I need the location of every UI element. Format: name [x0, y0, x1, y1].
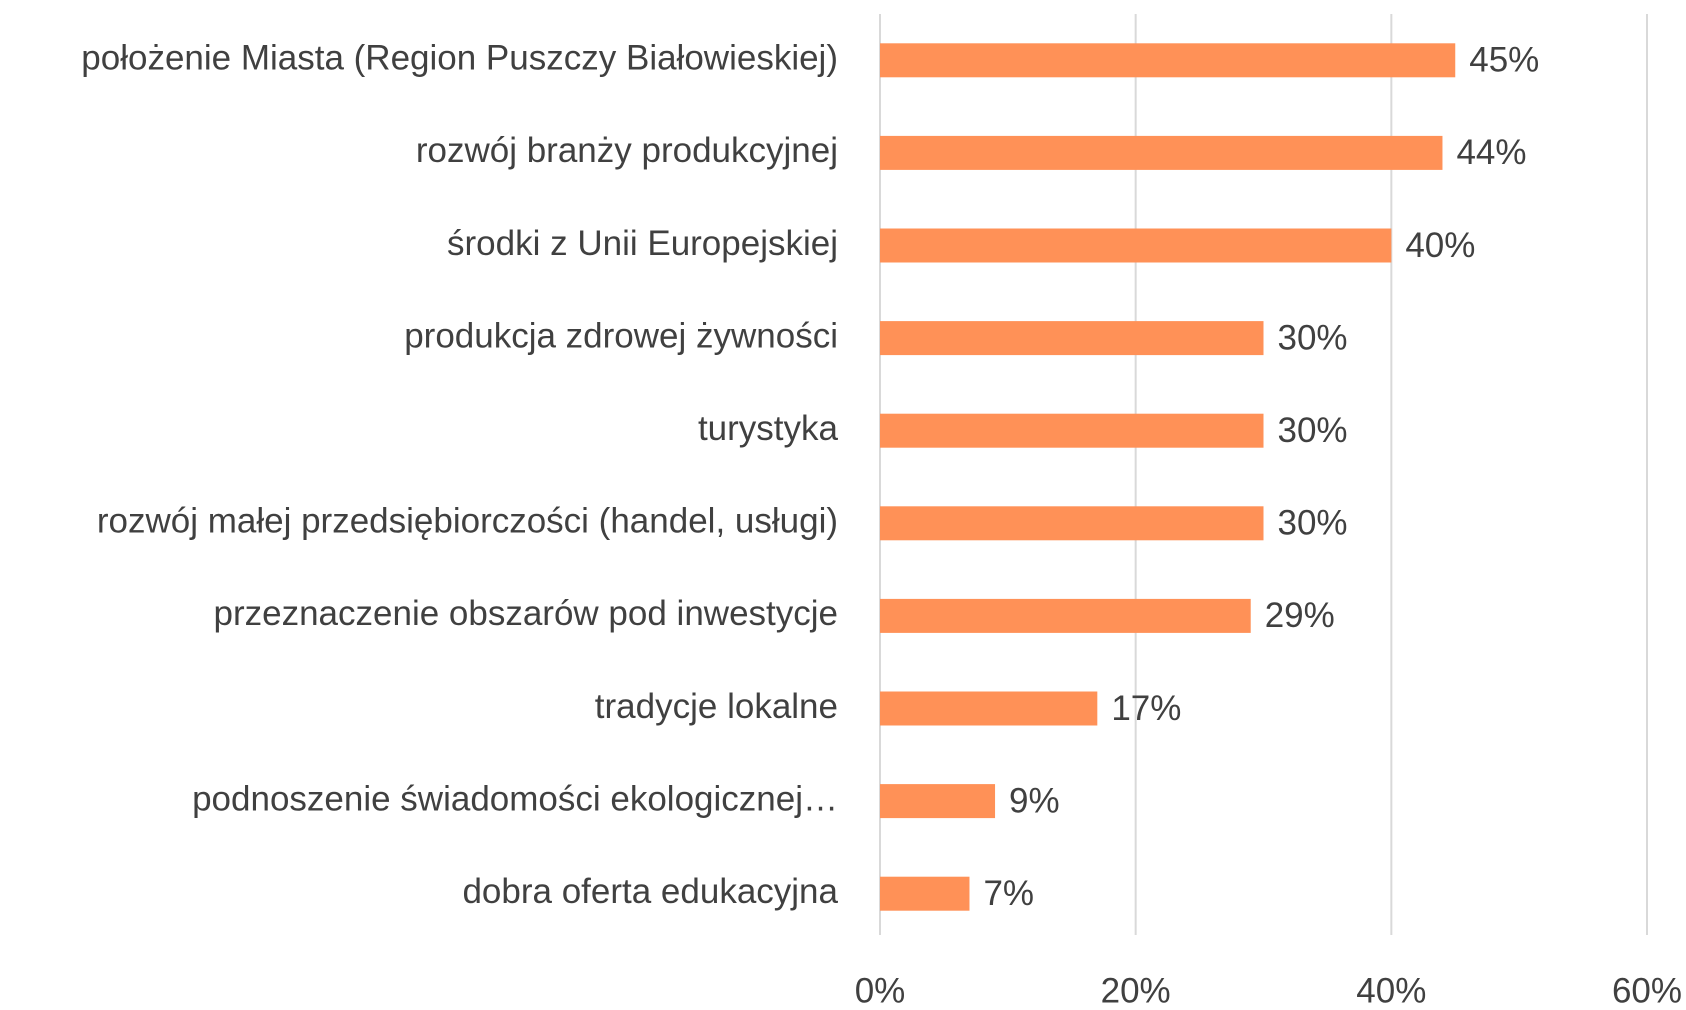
- bar: [880, 135, 1443, 170]
- category-label: przeznaczenie obszarów pod inwestycje: [214, 594, 839, 633]
- value-label: 40%: [1405, 226, 1475, 265]
- value-label: 45%: [1469, 41, 1539, 80]
- value-label: 30%: [1278, 318, 1348, 357]
- value-label: 30%: [1278, 504, 1348, 543]
- category-label: rozwój małej przedsiębiorczości (handel,…: [97, 502, 838, 541]
- x-tick-label: 60%: [1612, 971, 1682, 1010]
- category-label: produkcja zdrowej żywności: [404, 316, 838, 355]
- bar: [880, 598, 1251, 633]
- value-label: 30%: [1278, 411, 1348, 450]
- bar: [880, 413, 1264, 448]
- value-label: 29%: [1265, 596, 1335, 635]
- x-tick-label: 0%: [855, 971, 906, 1010]
- category-label: tradycje lokalne: [595, 687, 838, 726]
- category-label: dobra oferta edukacyjna: [462, 872, 838, 911]
- x-tick-label: 20%: [1101, 971, 1171, 1010]
- bar: [880, 691, 1098, 726]
- bar: [880, 784, 996, 819]
- bar: [880, 506, 1264, 541]
- category-label: położenie Miasta (Region Puszczy Białowi…: [81, 39, 838, 78]
- category-label: rozwój branży produkcyjnej: [416, 131, 838, 170]
- category-label: turystyka: [698, 409, 839, 448]
- value-label: 9%: [1009, 781, 1060, 820]
- category-label: środki z Unii Europejskiej: [447, 224, 838, 263]
- bar: [880, 876, 970, 911]
- x-tick-label: 40%: [1356, 971, 1426, 1010]
- bar: [880, 321, 1264, 356]
- value-label: 17%: [1111, 689, 1181, 728]
- category-label: podnoszenie świadomości ekologicznej…: [192, 779, 838, 818]
- bar: [880, 228, 1392, 263]
- value-label: 44%: [1456, 133, 1526, 172]
- bar: [880, 43, 1456, 78]
- value-label: 7%: [983, 874, 1034, 913]
